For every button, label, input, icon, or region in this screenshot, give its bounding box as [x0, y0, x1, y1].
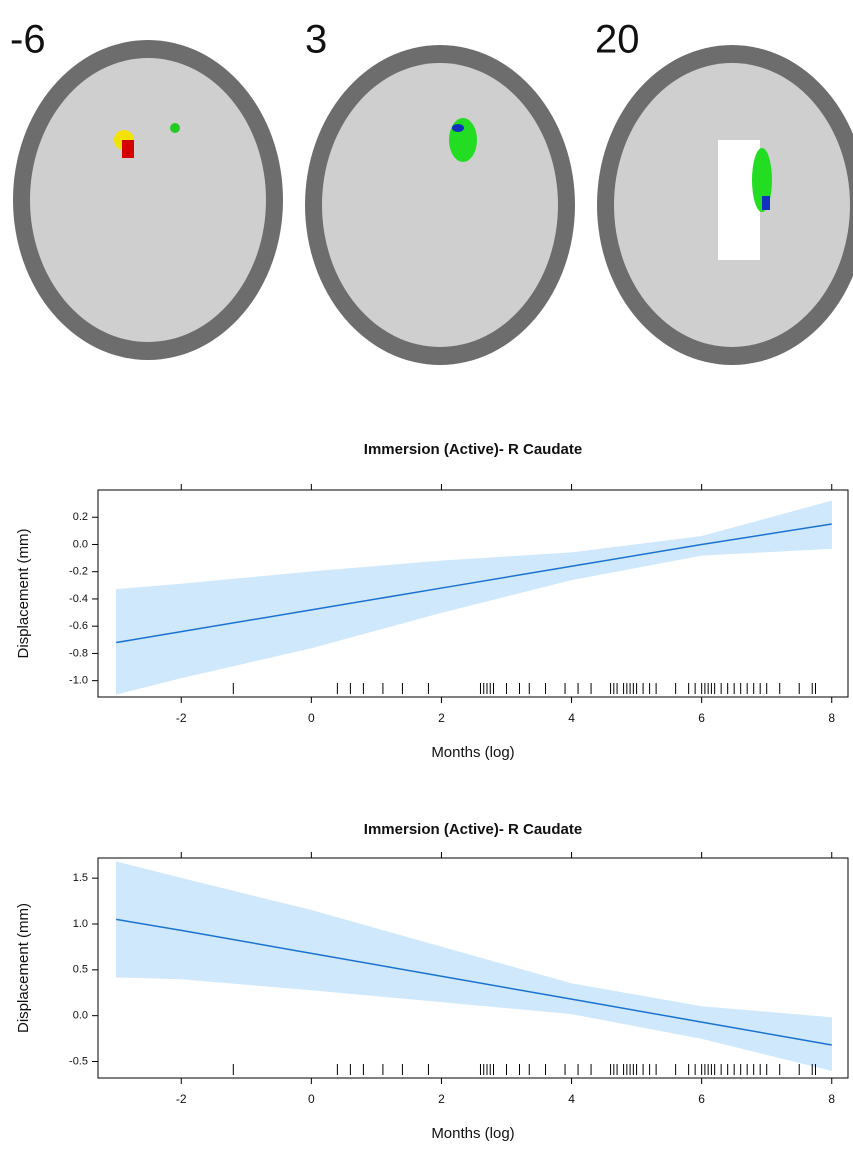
brain-images: -6 3 20 [10, 18, 853, 365]
confidence-band [702, 501, 832, 555]
figure: -6 3 20 Immersion (Active)- R CaudateMon… [0, 0, 853, 1145]
chart-title: Immersion (Active)- R Caudate [364, 821, 582, 838]
x-tick-label: 6 [698, 711, 705, 725]
y-tick-label: 1.5 [73, 872, 88, 884]
y-tick-label: 0.5 [73, 964, 88, 976]
x-tick-label: -2 [176, 1092, 187, 1106]
y-tick-label: -0.8 [69, 647, 88, 659]
x-tick-label: 0 [308, 1092, 315, 1106]
x-tick-label: -2 [176, 711, 187, 725]
activation [762, 196, 770, 210]
slice-label: 20 [595, 18, 640, 62]
confidence-band [116, 584, 181, 694]
confidence-band [572, 536, 702, 580]
y-tick-label: -0.4 [69, 593, 88, 605]
y-tick-label: -0.6 [69, 620, 88, 632]
y-axis-label: Displacement (mm) [15, 903, 32, 1033]
activation [449, 118, 477, 162]
y-tick-label: -0.2 [69, 566, 88, 578]
x-tick-label: 2 [438, 1092, 445, 1106]
slice-label: 3 [305, 18, 327, 62]
y-tick-label: -1.0 [69, 675, 88, 687]
ventricle [718, 140, 760, 260]
confidence-band [181, 572, 311, 678]
brain-slice [322, 63, 558, 347]
activation [122, 140, 134, 158]
activation [170, 123, 180, 133]
x-tick-label: 4 [568, 711, 575, 725]
y-tick-label: 0.2 [73, 511, 88, 523]
x-tick-label: 8 [828, 1092, 835, 1106]
x-axis-label: Months (log) [431, 1125, 514, 1142]
y-tick-label: 1.0 [73, 918, 88, 930]
confidence-band [702, 1007, 832, 1071]
confidence-band [311, 561, 441, 648]
x-tick-label: 0 [308, 711, 315, 725]
chart-title: Immersion (Active)- R Caudate [364, 441, 582, 458]
y-tick-label: -0.5 [69, 1055, 88, 1067]
x-tick-label: 6 [698, 1092, 705, 1106]
x-axis-label: Months (log) [431, 744, 514, 761]
activation [452, 124, 464, 132]
confidence-band [441, 553, 571, 613]
x-tick-label: 8 [828, 711, 835, 725]
y-tick-label: 0.0 [73, 1010, 88, 1022]
slice-label: -6 [10, 18, 46, 62]
y-tick-label: 0.0 [73, 538, 88, 550]
y-axis-label: Displacement (mm) [15, 528, 32, 658]
x-tick-label: 4 [568, 1092, 575, 1106]
x-tick-label: 2 [438, 711, 445, 725]
brain-slice [30, 58, 266, 342]
